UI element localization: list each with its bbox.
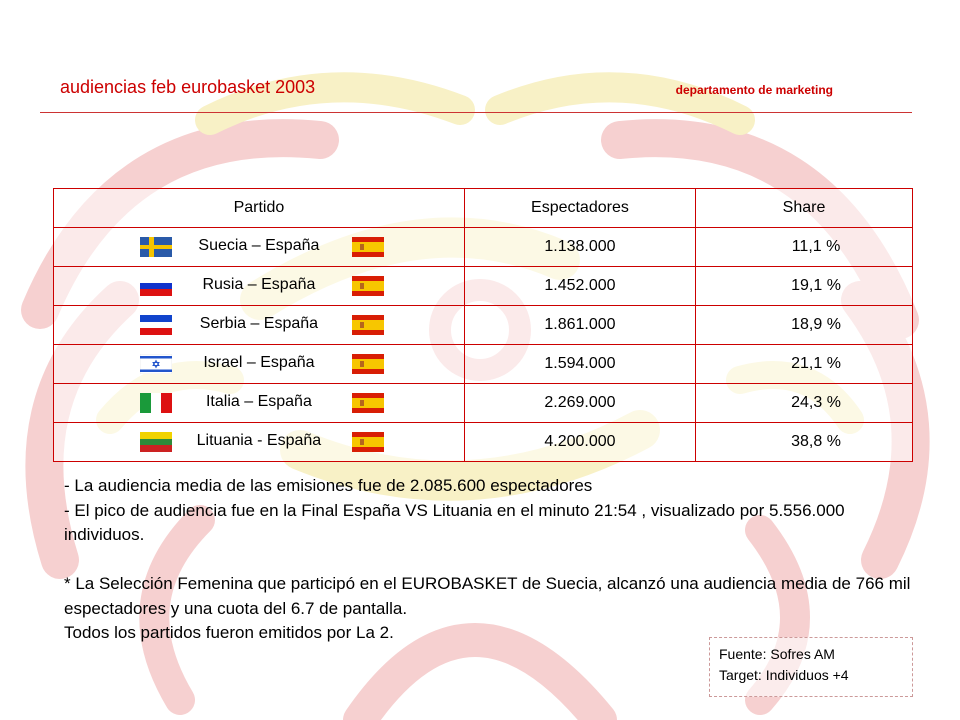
note-average-audience: - La audiencia media de las emisiones fu…: [64, 476, 593, 495]
page-title: audiencias feb eurobasket 2003: [60, 77, 316, 97]
column-header-espectadores: Espectadores: [463, 188, 697, 228]
viewers-cell: 1.452.000: [463, 266, 697, 306]
spain-flag-icon: [352, 354, 384, 374]
match-cell: Lituania - España: [53, 422, 465, 462]
share-value: 19,1 %: [791, 277, 841, 294]
note-audience-peak: - El pico de audiencia fue en la Final E…: [64, 500, 845, 545]
share-value: 18,9 %: [791, 316, 841, 333]
column-header-partido: Partido: [53, 188, 465, 228]
lithuania-flag-icon: [140, 432, 172, 452]
table-row: Rusia – España 1.452.000 19,1 %: [53, 266, 913, 306]
viewers-cell: 2.269.000: [463, 383, 697, 423]
audience-table: Partido Espectadores Share Suecia – Espa…: [53, 188, 913, 462]
share-cell: 38,8 %: [695, 422, 913, 462]
sweden-flag-icon: [140, 237, 172, 257]
viewers-cell: 1.861.000: [463, 305, 697, 345]
match-cell: Israel – España: [53, 344, 465, 384]
table-row: Serbia – España 1.861.000 18,9 %: [53, 305, 913, 345]
column-header-share: Share: [695, 188, 913, 228]
share-value: 21,1 %: [791, 355, 841, 372]
russia-flag-icon: [140, 276, 172, 296]
match-label: Serbia – España: [199, 315, 319, 332]
spain-flag-icon: [352, 237, 384, 257]
share-cell: 18,9 %: [695, 305, 913, 345]
share-cell: 21,1 %: [695, 344, 913, 384]
source-line: Fuente: Sofres AM: [719, 646, 835, 662]
table-header-row: Partido Espectadores Share: [53, 188, 913, 228]
italy-flag-icon: [140, 393, 172, 413]
share-cell: 24,3 %: [695, 383, 913, 423]
note-women-team: * La Selección Femenina que participó en…: [64, 574, 911, 618]
match-label: Israel – España: [203, 354, 315, 371]
share-value: 11,1 %: [791, 238, 841, 255]
department-label: departamento de marketing: [675, 83, 833, 97]
note-spacer: [64, 548, 924, 573]
table-row: Lituania - España 4.200.000 38,8 %: [53, 422, 913, 462]
serbia-flag-icon: [140, 315, 172, 335]
viewers-cell: 1.594.000: [463, 344, 697, 384]
match-cell: Italia – España: [53, 383, 465, 423]
spain-flag-icon: [352, 315, 384, 335]
notes-block: - La audiencia media de las emisiones fu…: [64, 474, 924, 646]
target-line: Target: Individuos +4: [719, 667, 849, 683]
match-cell: Serbia – España: [53, 305, 465, 345]
match-label: Italia – España: [205, 393, 312, 410]
share-value: 24,3 %: [791, 394, 841, 411]
share-cell: 19,1 %: [695, 266, 913, 306]
spain-flag-icon: [352, 393, 384, 413]
table-row: Israel – España 1.594.000 21,1 %: [53, 344, 913, 384]
note-broadcaster: Todos los partidos fueron emitidos por L…: [64, 623, 394, 642]
match-cell: Rusia – España: [53, 266, 465, 306]
source-box: Fuente: Sofres AM Target: Individuos +4: [709, 637, 913, 697]
match-label: Lituania - España: [196, 432, 322, 449]
spain-flag-icon: [352, 276, 384, 296]
table-row: Suecia – España 1.138.000 11,1 %: [53, 227, 913, 267]
match-cell: Suecia – España: [53, 227, 465, 267]
share-cell: 11,1 %: [695, 227, 913, 267]
israel-flag-icon: [140, 354, 172, 374]
viewers-cell: 1.138.000: [463, 227, 697, 267]
match-label: Suecia – España: [198, 237, 320, 254]
viewers-cell: 4.200.000: [463, 422, 697, 462]
table-row: Italia – España 2.269.000 24,3 %: [53, 383, 913, 423]
header-divider: [40, 112, 912, 113]
spain-flag-icon: [352, 432, 384, 452]
match-label: Rusia – España: [202, 276, 316, 293]
share-value: 38,8 %: [791, 433, 841, 450]
